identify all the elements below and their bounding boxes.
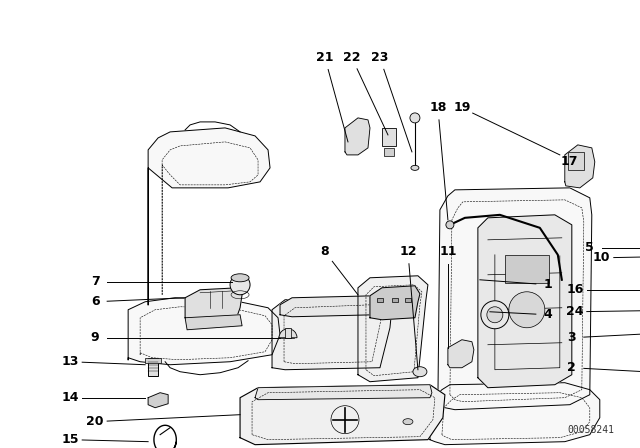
Text: 9: 9 [91,331,99,344]
Text: 14: 14 [61,391,79,404]
Text: 24: 24 [566,305,584,318]
Text: 4: 4 [543,308,552,321]
Text: 13: 13 [61,355,79,368]
Bar [285,328,291,338]
Polygon shape [448,340,474,368]
Ellipse shape [231,274,249,282]
Bar [145,358,161,363]
Polygon shape [438,188,592,409]
Polygon shape [565,145,595,188]
Circle shape [230,275,250,295]
Bar [382,128,396,146]
Polygon shape [280,296,385,317]
Text: 17: 17 [561,155,579,168]
Polygon shape [185,315,242,330]
Polygon shape [430,383,600,445]
Text: 16: 16 [566,283,584,296]
Bar [568,152,584,170]
Bar [505,255,549,283]
Circle shape [410,113,420,123]
Polygon shape [345,118,370,155]
Text: 15: 15 [61,433,79,446]
Text: 1: 1 [543,278,552,291]
Polygon shape [128,298,280,365]
Text: 5: 5 [586,241,594,254]
Polygon shape [255,385,432,400]
Circle shape [509,292,545,328]
Text: 00058241: 00058241 [568,425,615,435]
Text: 11: 11 [439,246,457,258]
Circle shape [481,301,509,329]
Text: 19: 19 [453,101,470,114]
Polygon shape [185,288,242,325]
Text: 7: 7 [91,275,100,288]
Text: 21: 21 [316,52,333,65]
Text: 12: 12 [399,246,417,258]
Bar [377,298,383,302]
Text: 20: 20 [86,415,104,428]
Text: 3: 3 [568,331,576,344]
Polygon shape [358,276,428,382]
Polygon shape [240,385,445,445]
Polygon shape [370,286,420,320]
Text: 10: 10 [593,251,611,264]
Bar [392,298,398,302]
Text: 22: 22 [343,52,361,65]
Polygon shape [148,393,168,408]
Bar [148,358,158,376]
Text: 23: 23 [371,52,388,65]
Circle shape [487,307,503,323]
Wedge shape [279,329,297,338]
Ellipse shape [413,367,427,377]
Polygon shape [272,298,392,370]
Polygon shape [478,215,572,388]
Text: 2: 2 [568,361,576,374]
Ellipse shape [403,419,413,425]
Text: 6: 6 [91,295,99,308]
Text: 8: 8 [321,246,330,258]
Circle shape [446,221,454,229]
Ellipse shape [411,165,419,170]
Bar [384,148,394,156]
Bar [405,298,411,302]
Text: 18: 18 [429,101,447,114]
Polygon shape [148,128,270,305]
